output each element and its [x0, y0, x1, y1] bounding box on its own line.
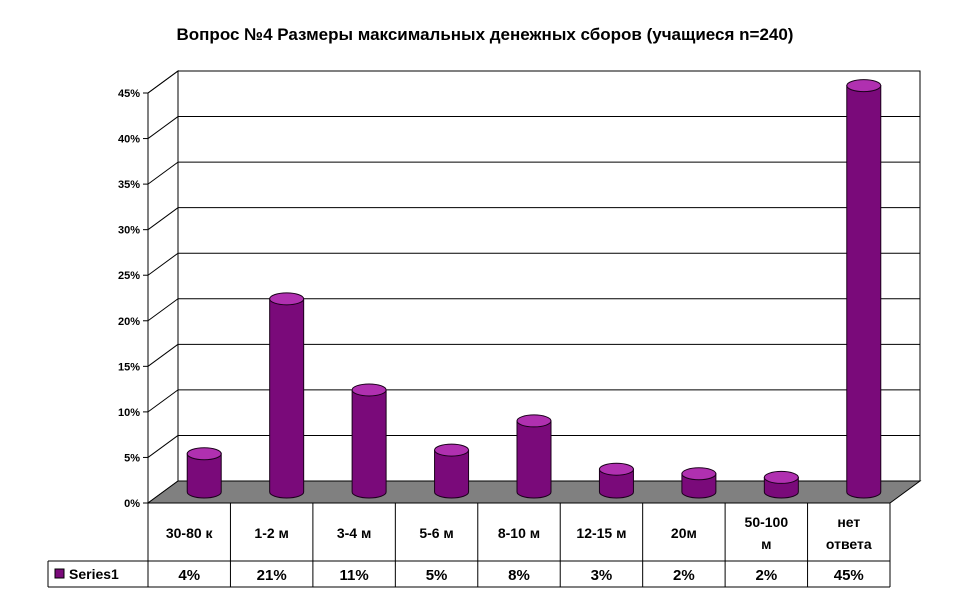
bar-top — [516, 414, 552, 428]
bar-body — [516, 420, 552, 499]
gridline-side — [147, 252, 179, 276]
chart-title: Вопрос №4 Размеры максимальных денежных … — [177, 25, 794, 44]
bar-top — [186, 447, 222, 461]
legend-swatch — [54, 568, 65, 579]
data-label: 11% — [340, 567, 369, 584]
bar-top — [351, 383, 387, 397]
gridline-side — [147, 298, 179, 322]
bar-top — [269, 292, 305, 306]
gridline-side — [147, 343, 179, 367]
data-label: 21% — [257, 567, 287, 584]
category-label: 12-15 м — [576, 525, 626, 541]
bar-top — [763, 470, 799, 484]
bar-body — [681, 473, 717, 499]
y-tick-label: 10% — [118, 407, 140, 419]
bar-top — [598, 462, 634, 476]
gridline-side — [147, 116, 179, 139]
bar-body — [846, 85, 882, 499]
gridline-side — [147, 435, 179, 458]
bar-body — [186, 453, 222, 499]
y-axis-ticks: 0% 5% 10% 15% 20% 25% 30% 35% 40% 45% — [118, 88, 149, 510]
data-label: 3% — [591, 567, 613, 584]
bar-top — [681, 467, 717, 481]
category-label: 1-2 м — [254, 525, 288, 541]
y-tick-label: 25% — [118, 270, 140, 282]
category-label: 30-80 к — [166, 525, 214, 541]
data-label: 2% — [673, 567, 695, 584]
gridline-side — [147, 161, 179, 185]
category-label: 3-4 м — [337, 525, 371, 541]
data-label: 5% — [426, 567, 448, 584]
gridline-side — [147, 389, 179, 413]
category-label: ответа — [826, 536, 872, 552]
category-label: нет — [837, 514, 860, 530]
bar-top — [434, 443, 470, 457]
y-tick-label: 15% — [118, 361, 140, 373]
bars — [186, 79, 882, 499]
category-label: 50-100 — [745, 514, 789, 530]
bar — [846, 79, 882, 499]
bar — [763, 470, 799, 499]
y-tick-label: 0% — [124, 498, 140, 510]
category-label: 20м — [671, 525, 697, 541]
bar — [598, 462, 634, 499]
data-label: 4% — [178, 567, 200, 584]
category-label: 8-10 м — [498, 525, 540, 541]
bar — [269, 292, 305, 499]
y-tick-label: 45% — [118, 88, 140, 100]
y-tick-label: 40% — [118, 134, 140, 146]
bar-body — [269, 298, 305, 499]
legend-label: Series1 — [69, 566, 119, 582]
y-tick-label: 5% — [124, 452, 140, 464]
gridline-side — [147, 207, 179, 231]
bar — [681, 467, 717, 499]
data-label: 45% — [834, 567, 864, 584]
bar-body — [434, 449, 470, 499]
data-label: 8% — [508, 567, 530, 584]
bar-body — [351, 389, 387, 499]
category-label: 5-6 м — [419, 525, 453, 541]
bar-body — [598, 468, 634, 499]
gridline-side — [147, 70, 179, 94]
data-label: 2% — [755, 567, 777, 584]
bar — [351, 383, 387, 499]
y-tick-label: 30% — [118, 225, 140, 237]
bar — [434, 443, 470, 499]
bar — [186, 447, 222, 499]
category-label: м — [761, 536, 771, 552]
bar-top — [846, 79, 882, 93]
data-table: 30-80 к 4% 1-2 м 21% 3-4 м 11% 5-6 м 5% 8-10 м 8%… — [47, 503, 891, 588]
y-tick-label: 20% — [118, 316, 140, 328]
y-tick-label: 35% — [118, 179, 140, 191]
bar — [516, 414, 552, 499]
